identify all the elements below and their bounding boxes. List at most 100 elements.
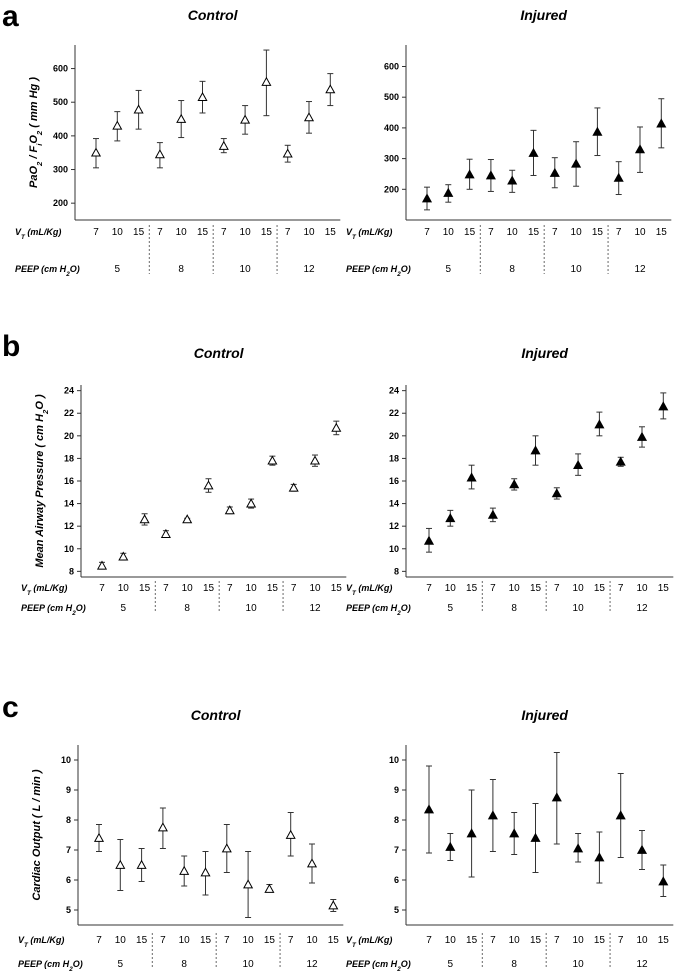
y-tick-label: 24 bbox=[64, 386, 74, 396]
y-tick-label: 9 bbox=[394, 785, 399, 795]
chart-title: Injured bbox=[521, 707, 568, 723]
vt-tick-label: 10 bbox=[573, 583, 585, 594]
y-tick-label: 500 bbox=[384, 92, 399, 102]
data-point bbox=[464, 169, 475, 179]
chart-b-injured: Injured 8 10 12 14 16 18 20 22 24 VT (mL/Kg) PEEP (… bbox=[346, 345, 674, 617]
y-tick-label: 600 bbox=[384, 61, 399, 71]
vt-tick-label: 15 bbox=[267, 583, 279, 594]
y-tick-label: 300 bbox=[53, 165, 68, 175]
vt-tick-label: 15 bbox=[658, 935, 670, 946]
vt-tick-label: 7 bbox=[552, 227, 558, 238]
data-point bbox=[507, 175, 518, 185]
data-point bbox=[551, 488, 562, 498]
data-point bbox=[636, 844, 648, 854]
charts-layer: Control 200 300 400 500 600 PaO2 / FiO2 ( mm H… bbox=[15, 7, 674, 973]
vt-tick-label: 10 bbox=[303, 227, 315, 238]
panel-label-b: b bbox=[2, 330, 20, 363]
vt-tick-label: 7 bbox=[160, 935, 166, 946]
chart-c-control: Control 5 6 7 8 9 10 Cardiac Output ( L / min )… bbox=[18, 707, 344, 973]
data-point bbox=[573, 459, 584, 470]
vt-tick-label: 7 bbox=[554, 583, 560, 594]
data-point bbox=[573, 843, 584, 853]
panel-label-a: a bbox=[2, 0, 19, 33]
vt-tick-label: 10 bbox=[118, 583, 130, 594]
peep-group-label: 10 bbox=[573, 959, 585, 970]
peep-group-label: 8 bbox=[511, 603, 517, 614]
vt-tick-label: 7 bbox=[288, 935, 294, 946]
peep-group-label: 10 bbox=[573, 603, 585, 614]
data-point bbox=[93, 832, 105, 842]
vt-tick-label: 10 bbox=[507, 227, 519, 238]
peep-group-label: 5 bbox=[121, 603, 127, 614]
data-point bbox=[487, 810, 498, 820]
vt-tick-label: 7 bbox=[618, 935, 624, 946]
chart-title: Control bbox=[188, 7, 239, 23]
peep-group-label: 5 bbox=[448, 959, 454, 970]
vt-tick-label: 10 bbox=[509, 583, 521, 594]
y-tick-label: 5 bbox=[394, 905, 399, 915]
data-point bbox=[466, 472, 477, 482]
data-point bbox=[658, 401, 669, 411]
vt-tick-label: 15 bbox=[325, 227, 337, 238]
data-point bbox=[246, 498, 257, 508]
data-point bbox=[197, 91, 208, 102]
vt-tick-label: 10 bbox=[240, 227, 252, 238]
vt-tick-label: 15 bbox=[136, 935, 148, 946]
vt-tick-label: 7 bbox=[227, 583, 233, 594]
vt-tick-label: 10 bbox=[179, 935, 191, 946]
data-point bbox=[466, 828, 477, 838]
chart-a-control: Control 200 300 400 500 600 PaO2 / FiO2 ( mm H… bbox=[15, 7, 341, 278]
chart-c-injured: Injured 5 6 7 8 9 10 VT (mL/Kg) PEEP (cm H2O) 7 10… bbox=[346, 707, 674, 973]
data-point bbox=[594, 852, 605, 862]
data-point bbox=[592, 126, 603, 136]
y-tick-label: 18 bbox=[389, 453, 399, 463]
vt-tick-label: 15 bbox=[261, 227, 273, 238]
y-tick-label: 400 bbox=[384, 123, 399, 133]
vt-tick-label: 10 bbox=[445, 583, 457, 594]
data-point bbox=[154, 149, 165, 159]
vt-tick-label: 15 bbox=[656, 227, 668, 238]
data-point bbox=[551, 792, 562, 802]
data-point bbox=[182, 514, 193, 524]
vt-tick-label: 15 bbox=[264, 935, 276, 946]
data-point bbox=[528, 147, 539, 157]
y-tick-label: 7 bbox=[394, 845, 399, 855]
data-point bbox=[240, 114, 251, 124]
y-tick-label: 8 bbox=[69, 566, 74, 576]
vt-tick-label: 10 bbox=[634, 227, 646, 238]
data-point bbox=[133, 104, 144, 114]
data-point bbox=[288, 482, 299, 492]
vt-tick-label: 10 bbox=[443, 227, 455, 238]
data-point bbox=[243, 879, 254, 889]
vt-tick-label: 7 bbox=[426, 583, 432, 594]
data-point bbox=[221, 843, 232, 853]
vt-tick-label: 10 bbox=[509, 935, 521, 946]
chart-title: Control bbox=[191, 707, 242, 723]
peep-group-label: 8 bbox=[184, 603, 190, 614]
y-tick-label: 9 bbox=[66, 785, 71, 795]
data-point bbox=[264, 883, 275, 893]
peep-group-label: 5 bbox=[118, 959, 124, 970]
vt-tick-label: 10 bbox=[445, 935, 457, 946]
peep-group-label: 12 bbox=[303, 264, 315, 275]
peep-row-label: PEEP (cm H2O) bbox=[346, 603, 411, 617]
data-point bbox=[282, 148, 293, 158]
y-tick-label: 14 bbox=[389, 499, 399, 509]
vt-tick-label: 15 bbox=[530, 583, 542, 594]
data-point bbox=[331, 422, 342, 432]
vt-tick-label: 15 bbox=[464, 227, 476, 238]
data-point bbox=[328, 900, 339, 910]
y-tick-label: 22 bbox=[389, 408, 399, 418]
y-axis-label: PaO2 / FiO2 ( mm Hg ) bbox=[28, 77, 44, 188]
y-tick-label: 400 bbox=[53, 131, 68, 141]
vt-tick-label: 10 bbox=[243, 935, 255, 946]
vt-tick-label: 7 bbox=[490, 935, 496, 946]
vt-tick-label: 7 bbox=[426, 935, 432, 946]
data-point bbox=[115, 859, 126, 869]
y-tick-label: 200 bbox=[53, 198, 68, 208]
vt-tick-label: 10 bbox=[309, 583, 321, 594]
peep-group-label: 8 bbox=[178, 264, 184, 275]
data-point bbox=[445, 841, 456, 851]
vt-tick-label: 7 bbox=[490, 583, 496, 594]
chart-a-injured: Injured 200 300 400 500 600 VT (mL/Kg) PEEP (cm… bbox=[346, 7, 672, 278]
